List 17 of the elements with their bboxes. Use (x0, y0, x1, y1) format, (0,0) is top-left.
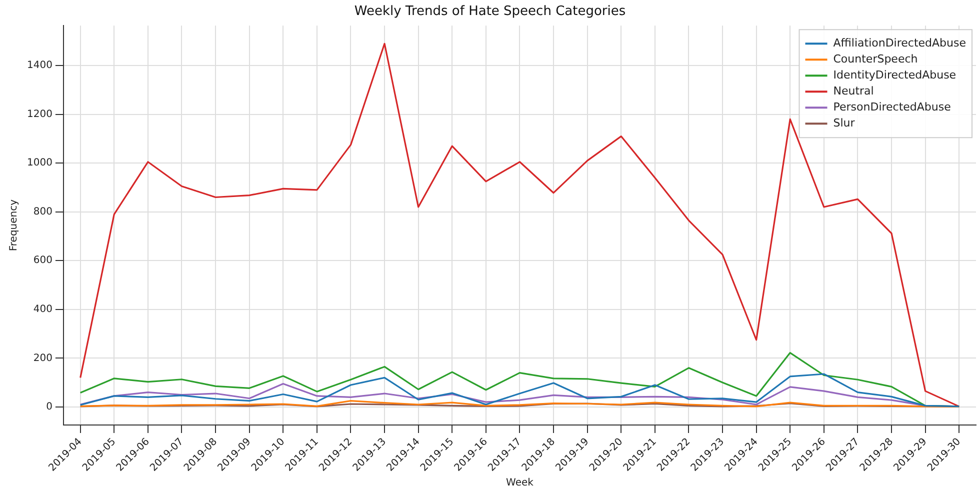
y-tick-label: 1200 (26, 108, 52, 120)
legend-label: CounterSpeech (833, 52, 918, 66)
y-tick-label: 1000 (26, 158, 52, 169)
y-tick-label: 1400 (26, 60, 52, 72)
y-tick-label: 200 (33, 352, 52, 364)
y-tick-label: 400 (33, 304, 52, 315)
legend-label: PersonDirectedAbuse (833, 100, 952, 114)
legend-label: Slur (833, 116, 856, 130)
y-axis-title: Frequency (8, 199, 20, 252)
legend-label: IdentityDirectedAbuse (833, 68, 956, 82)
x-axis-title: Week (506, 478, 534, 489)
legend-label: Neutral (833, 84, 874, 98)
y-tick-label: 800 (33, 206, 52, 218)
y-tick-label: 600 (33, 255, 52, 266)
legend-label: AffiliationDirectedAbuse (833, 36, 966, 50)
chart-title: Weekly Trends of Hate Speech Categories (354, 4, 626, 20)
y-tick-label: 0 (46, 402, 52, 413)
